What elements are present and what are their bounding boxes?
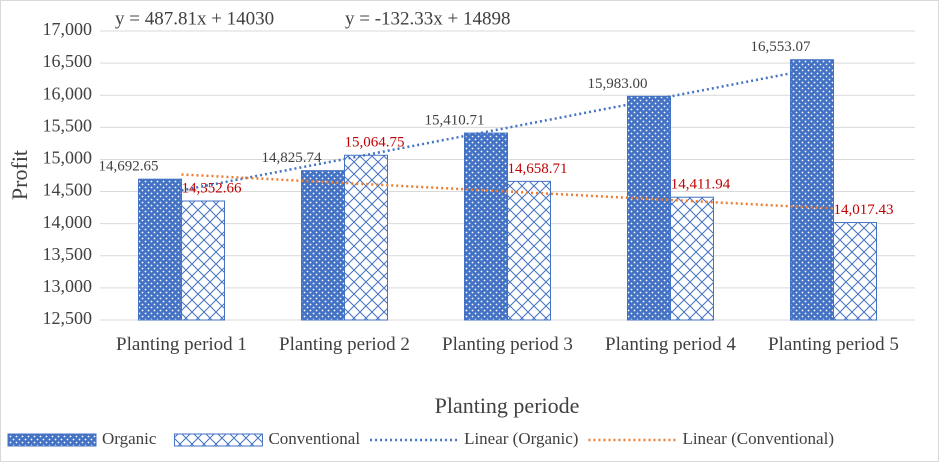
y-tick-label: 12,500: [43, 308, 93, 328]
legend-label: Organic: [102, 429, 157, 448]
y-axis-title: Profit: [7, 150, 32, 200]
value-label: 14,692.65: [99, 159, 159, 175]
bar: [138, 178, 182, 321]
bar: [670, 196, 714, 321]
y-tick-label: 13,000: [43, 276, 93, 296]
y-tick-label: 15,000: [43, 148, 93, 168]
y-tick-label: 14,000: [43, 212, 93, 232]
value-label: 16,553.07: [751, 39, 812, 55]
bar: [507, 180, 551, 321]
y-tick-label: 17,000: [43, 19, 93, 39]
trendline: [181, 173, 834, 210]
legend-label: Linear (Organic): [464, 429, 578, 448]
legend-swatch: [7, 433, 97, 447]
legend-label: Linear (Conventional): [682, 429, 834, 448]
x-tick-label: Planting period 5: [768, 334, 899, 355]
x-tick-label: Planting period 1: [116, 334, 247, 355]
y-tick-label: 14,500: [43, 180, 93, 200]
x-tick-label: Planting period 3: [442, 334, 573, 355]
legend-swatch: [173, 433, 263, 447]
y-tick-label: 16,000: [43, 83, 93, 103]
bar: [344, 154, 388, 321]
trendline: [181, 63, 834, 192]
bar: [833, 222, 877, 321]
value-label: 14,658.71: [508, 161, 568, 177]
y-tick-label: 16,500: [43, 51, 93, 71]
value-label: 14,411.94: [671, 177, 731, 193]
bar: [301, 170, 345, 321]
value-label: 15,064.75: [345, 135, 405, 151]
y-tick-label: 15,500: [43, 115, 93, 135]
legend-label: Conventional: [268, 429, 360, 448]
bar: [464, 132, 508, 321]
value-label: 15,410.71: [425, 113, 485, 129]
y-tick-label: 13,500: [43, 244, 93, 264]
trend-equation: y = 487.81x + 14030: [115, 8, 274, 29]
value-label: 14,825.74: [262, 150, 323, 166]
bar: [627, 95, 671, 321]
value-label: 14,017.43: [834, 202, 894, 218]
value-label: 14,352.66: [182, 180, 243, 196]
trend-equation: y = -132.33x + 14898: [345, 8, 511, 29]
bar: [790, 59, 834, 321]
x-axis-title: Planting periode: [435, 393, 580, 418]
x-tick-label: Planting period 4: [605, 334, 736, 355]
x-tick-label: Planting period 2: [279, 334, 410, 355]
value-label: 15,983.00: [588, 76, 648, 92]
bar: [181, 200, 225, 321]
